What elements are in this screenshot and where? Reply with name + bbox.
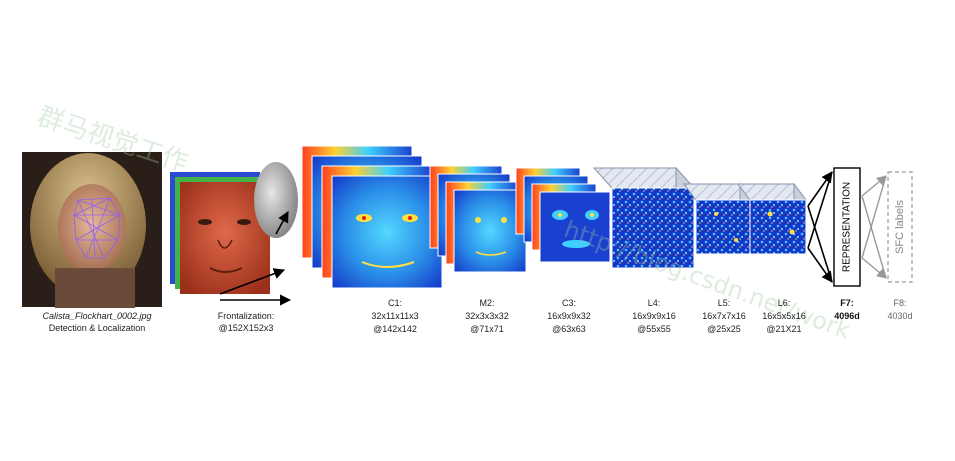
c1-output: @142x142 [373, 324, 417, 334]
f7-name: F7: [840, 298, 854, 308]
frontalized-face-stack [170, 172, 270, 294]
input-caption: Detection & Localization [48, 323, 146, 333]
l6-output: @21X21 [766, 324, 802, 334]
l4-name: L4: [647, 298, 661, 308]
c3-kernel: 16x9x9x32 [547, 311, 591, 321]
frontalization-title: Frontalization: [217, 311, 275, 321]
l6-to-f7-arrows [807, 171, 833, 283]
f7-representation-box: REPRESENTATION [833, 167, 861, 287]
f7-to-f8-arrows [861, 175, 887, 279]
l5-kernel: 16x7x7x16 [702, 311, 746, 321]
f8-dim: 4030d [887, 311, 913, 321]
input-filename: Calista_Flockhart_0002.jpg [42, 311, 152, 321]
l4-feature-maps [592, 166, 696, 270]
f8-sfc-labels-box: SFC labels [887, 171, 913, 283]
frontalization-size: @152X152x3 [218, 323, 274, 333]
c3-name: C3: [561, 298, 576, 308]
frontalization-arrows [219, 211, 292, 306]
input-photo [22, 152, 162, 308]
m2-kernel: 32x3x3x32 [465, 311, 509, 321]
l6-feature-maps [737, 182, 807, 256]
m2-output: @71x71 [470, 324, 504, 334]
l5-output: @25x25 [707, 324, 741, 334]
f7-box-label: REPRESENTATION [842, 182, 853, 272]
l6-kernel: 16x5x5x16 [762, 311, 806, 321]
m2-name: M2: [479, 298, 495, 308]
c3-feature-maps [515, 167, 611, 263]
3d-face-model [254, 162, 298, 238]
l6-name: L6: [777, 298, 791, 308]
c3-output: @63x63 [552, 324, 586, 334]
l4-kernel: 16x9x9x16 [632, 311, 676, 321]
f7-dim: 4096d [834, 311, 860, 321]
l5-name: L5: [717, 298, 731, 308]
c1-feature-maps [301, 145, 443, 289]
landmark-mesh [73, 197, 121, 259]
l4-output: @55x55 [637, 324, 671, 334]
m2-feature-maps [429, 165, 527, 273]
f8-name: F8: [893, 298, 907, 308]
c1-kernel: 32x11x11x3 [371, 311, 419, 321]
c1-name: C1: [387, 298, 402, 308]
f8-box-label: SFC labels [894, 200, 906, 254]
